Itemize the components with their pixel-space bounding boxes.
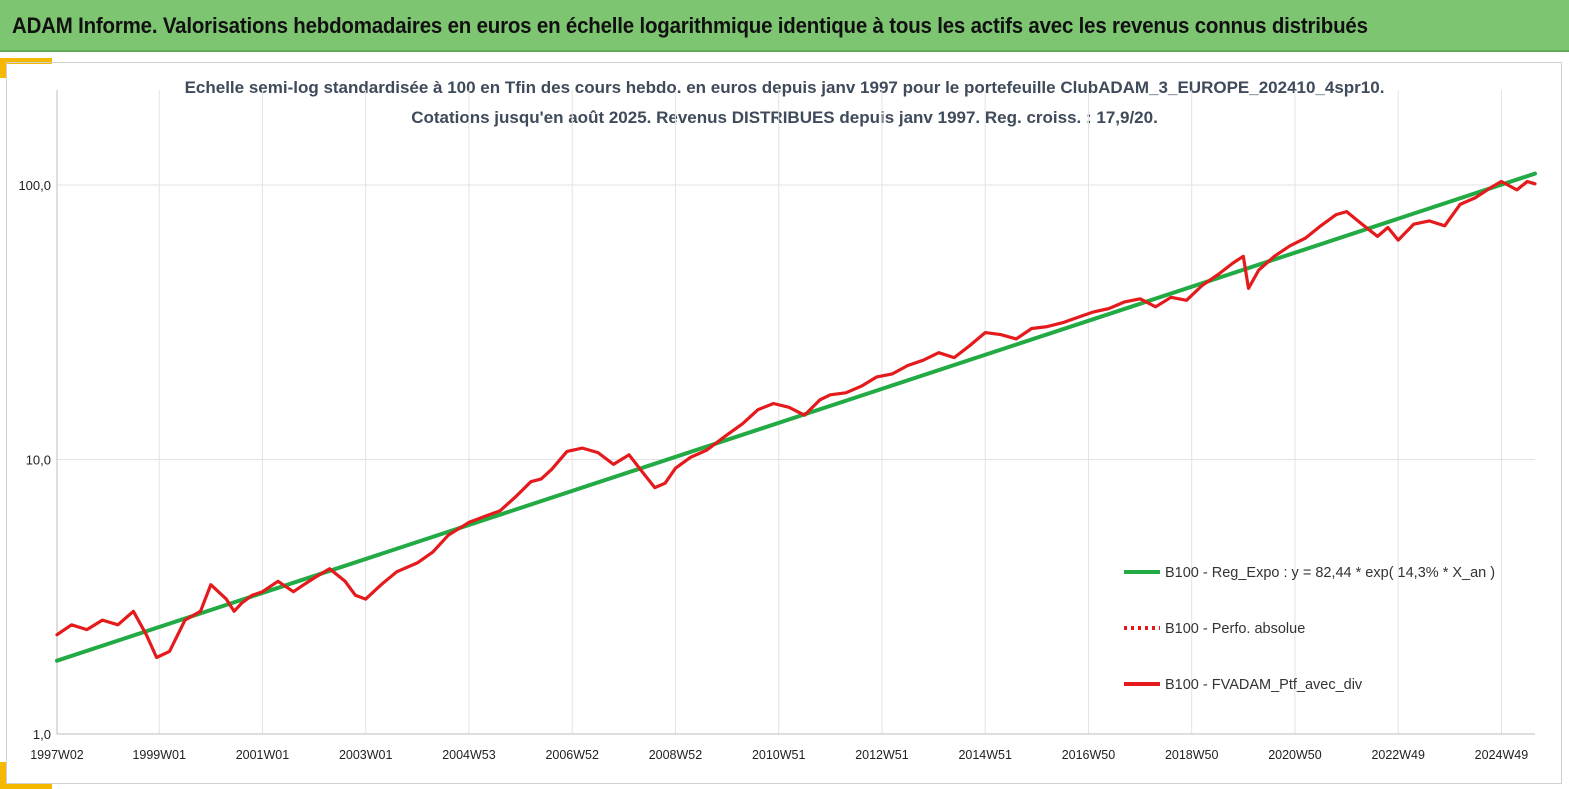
accent-bar-top-vertical bbox=[0, 58, 6, 78]
x-tick-label: 2010W51 bbox=[752, 748, 806, 762]
x-tick-label: 2008W52 bbox=[649, 748, 703, 762]
x-tick-label: 2012W51 bbox=[855, 748, 909, 762]
series-line-2 bbox=[55, 179, 1537, 660]
x-tick-label: 2004W53 bbox=[442, 748, 496, 762]
accent-bar-bottom bbox=[0, 783, 52, 789]
y-tick-label: 10,0 bbox=[26, 453, 51, 468]
x-tick-label: 2016W50 bbox=[1062, 748, 1116, 762]
accent-bar-bottom-vertical bbox=[0, 762, 6, 789]
accent-bar-top bbox=[0, 58, 52, 64]
x-tick-label: 2006W52 bbox=[545, 748, 599, 762]
legend-label: B100 - FVADAM_Ptf_avec_div bbox=[1165, 677, 1363, 693]
x-tick-label: 2003W01 bbox=[339, 748, 393, 762]
x-tick-label: 1999W01 bbox=[132, 748, 186, 762]
chart-frame bbox=[6, 62, 1562, 784]
series-line-0 bbox=[55, 171, 1537, 663]
x-tick-label: 2018W50 bbox=[1165, 748, 1219, 762]
chart-title: Echelle semi-log standardisée à 100 en T… bbox=[184, 78, 1385, 97]
title-banner: ADAM Informe. Valorisations hebdomadaire… bbox=[0, 0, 1569, 52]
chart-subtitle: Cotations jusqu'en août 2025. Revenus DI… bbox=[411, 108, 1158, 127]
x-tick-label: 2020W50 bbox=[1268, 748, 1322, 762]
x-tick-label: 2001W01 bbox=[236, 748, 290, 762]
x-tick-label: 1997W02 bbox=[30, 748, 84, 762]
x-tick-label: 2014W51 bbox=[958, 748, 1012, 762]
banner-title: ADAM Informe. Valorisations hebdomadaire… bbox=[12, 13, 1368, 38]
x-tick-label: 2022W49 bbox=[1371, 748, 1425, 762]
x-tick-label: 2024W49 bbox=[1475, 748, 1529, 762]
y-tick-label: 100,0 bbox=[18, 178, 51, 193]
legend-label: B100 - Reg_Expo : y = 82,44 * exp( 14,3%… bbox=[1165, 565, 1495, 581]
legend-label: B100 - Perfo. absolue bbox=[1165, 621, 1305, 637]
y-tick-label: 1,0 bbox=[33, 727, 51, 742]
